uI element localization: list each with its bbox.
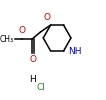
Text: O: O xyxy=(19,26,26,35)
Text: H: H xyxy=(29,76,36,84)
Text: O: O xyxy=(29,55,36,64)
Text: NH: NH xyxy=(68,46,82,56)
Text: CH₃: CH₃ xyxy=(0,34,14,44)
Text: Cl: Cl xyxy=(36,82,45,92)
Text: O: O xyxy=(43,13,50,22)
